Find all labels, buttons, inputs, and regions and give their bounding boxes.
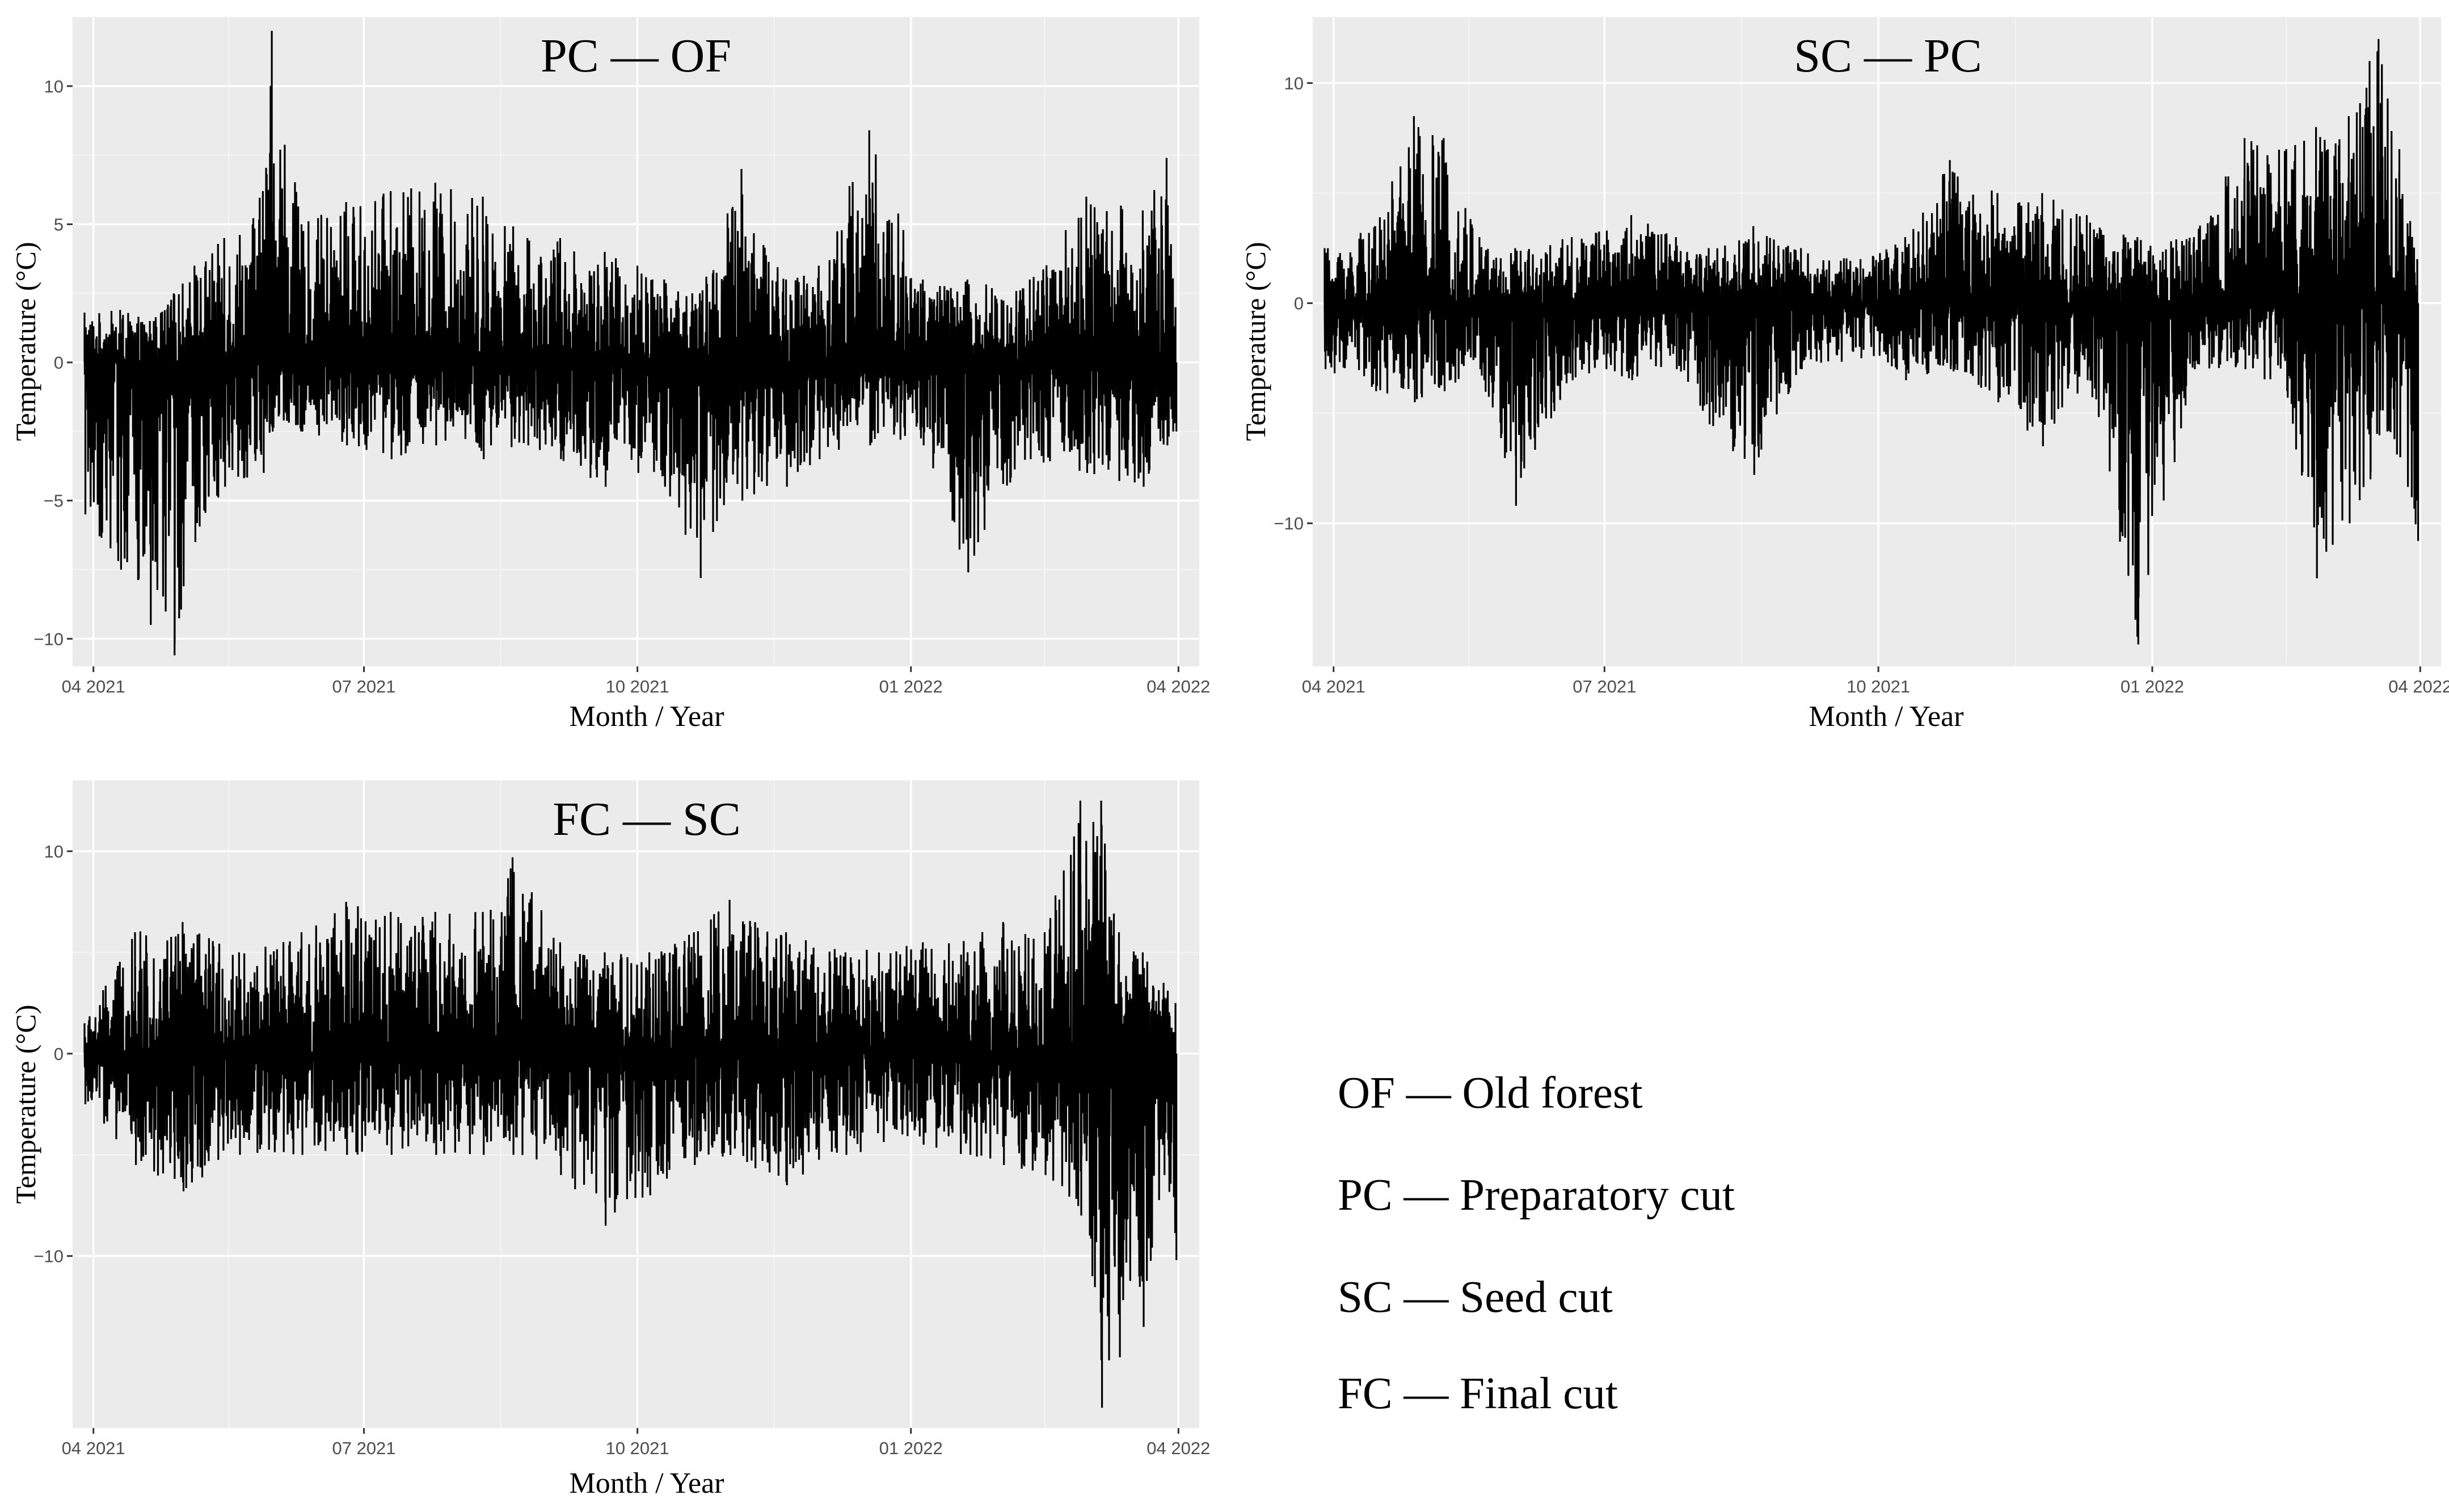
y-tick-label: 0 — [1294, 294, 1304, 314]
y-tick-label: 0 — [54, 353, 64, 373]
temperature-difference-line — [83, 800, 1178, 1408]
data-series — [1323, 39, 2420, 645]
y-tick-label: 5 — [54, 214, 64, 234]
abbreviation-legend: OF — Old forest PC — Preparatory cut SC … — [1338, 1068, 1735, 1418]
x-tick-label: 04 2022 — [1146, 677, 1210, 696]
legend-item-of: OF — Old forest — [1338, 1068, 1643, 1118]
y-axis-label: Temperature (°C) — [1240, 242, 1271, 441]
x-tick-label: 01 2022 — [879, 1438, 943, 1458]
x-tick-label: 10 2021 — [606, 677, 669, 696]
x-tick-label: 04 2021 — [62, 1438, 125, 1458]
x-axis-label: Month / Year — [569, 1467, 724, 1500]
x-tick-label: 04 2022 — [2388, 677, 2449, 696]
x-ticks: 04 2021 07 2021 10 2021 01 2022 04 2022 — [62, 666, 1210, 696]
data-series — [83, 31, 1178, 656]
legend-item-pc: PC — Preparatory cut — [1338, 1171, 1735, 1220]
x-tick-label: 01 2022 — [2121, 677, 2184, 696]
panel-title: FC — SC — [553, 793, 741, 846]
x-tick-label: 01 2022 — [879, 677, 943, 696]
y-axis-label: Temperature (°C) — [10, 242, 41, 441]
x-axis-label: Month / Year — [1809, 700, 1963, 733]
panel-sc-pc: 100−10 04 2021 07 2021 10 2021 01 2022 04 20… — [1240, 17, 2449, 733]
data-series — [83, 800, 1178, 1408]
y-ticks: 10 0 −10 — [1274, 73, 1313, 534]
x-tick-label: 04 2022 — [1146, 1438, 1210, 1458]
y-tick-label: 0 — [54, 1044, 64, 1064]
x-tick-label: 10 2021 — [606, 1438, 669, 1458]
x-tick-label: 07 2021 — [332, 677, 395, 696]
temperature-difference-line — [1323, 39, 2420, 645]
x-ticks: 04 2021 07 2021 10 2021 01 2022 04 2022 — [1302, 666, 2449, 696]
temperature-difference-line — [83, 31, 1178, 656]
y-tick-label: −10 — [1274, 514, 1304, 534]
legend-item-sc: SC — Seed cut — [1338, 1273, 1613, 1322]
y-axis-label: Temperature (°C) — [10, 1004, 41, 1203]
y-tick-label: −10 — [33, 629, 64, 649]
y-tick-label: 10 — [44, 77, 64, 96]
panel-title: SC — PC — [1794, 29, 1982, 82]
panel-title: PC — OF — [541, 29, 731, 82]
y-tick-label: −5 — [44, 491, 64, 511]
x-axis-label: Month / Year — [569, 700, 724, 733]
x-tick-label: 07 2021 — [1573, 677, 1636, 696]
legend-item-fc: FC — Final cut — [1338, 1369, 1618, 1418]
y-tick-label: −10 — [33, 1247, 64, 1266]
y-ticks: 10 0 −10 — [33, 842, 73, 1266]
y-tick-label: 10 — [1284, 73, 1304, 93]
panel-fc-sc: 100−10 04 2021 07 2021 10 2021 01 2022 04 20… — [10, 780, 1210, 1500]
x-ticks: 04 2021 07 2021 10 2021 01 2022 04 2022 — [62, 1428, 1210, 1458]
y-ticks: 10 5 0 −5 −10 — [33, 77, 73, 649]
x-tick-label: 04 2021 — [62, 677, 125, 696]
x-tick-label: 10 2021 — [1847, 677, 1910, 696]
y-tick-label: 10 — [44, 842, 64, 861]
x-tick-label: 07 2021 — [332, 1438, 395, 1458]
x-tick-label: 04 2021 — [1302, 677, 1365, 696]
